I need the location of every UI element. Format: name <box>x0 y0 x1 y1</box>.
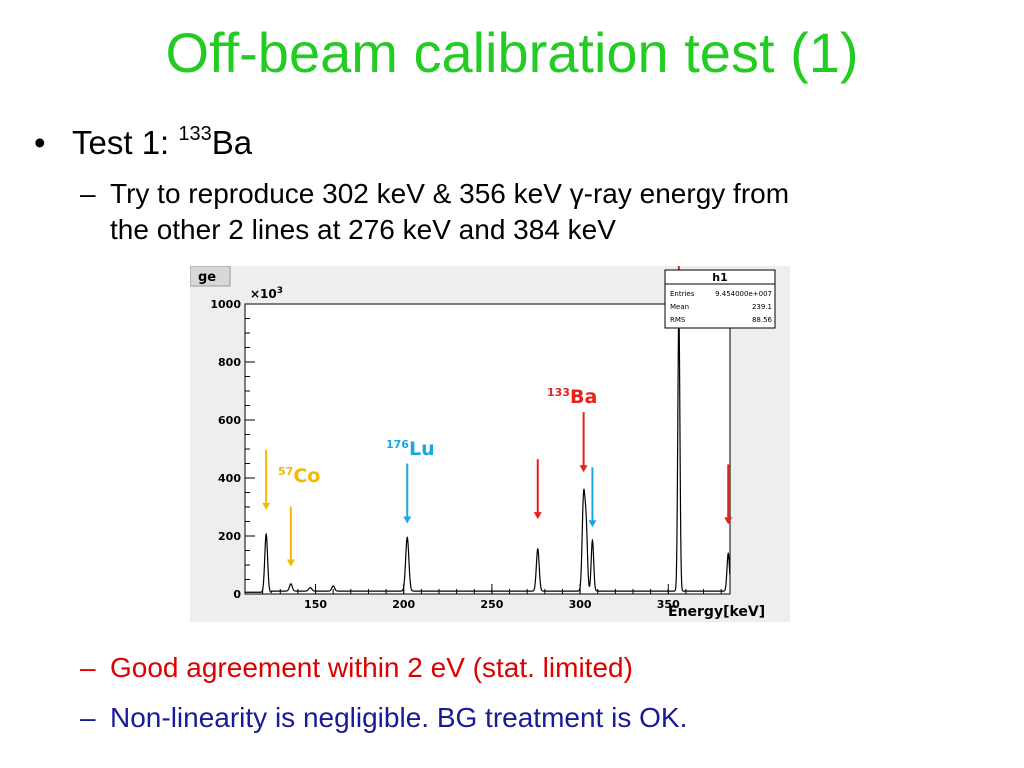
spectrum-line <box>245 312 731 593</box>
y-tick-label: 400 <box>218 472 241 485</box>
isotope-mass: 133 <box>178 123 212 145</box>
y-multiplier-text: ×10 <box>250 287 277 301</box>
lu-mass: 176 <box>386 438 409 451</box>
x-tick-label: 250 <box>480 598 503 611</box>
sub-bullet-good-agreement: – Good agreement within 2 eV (stat. limit… <box>80 650 633 686</box>
x-tick-label: 350 <box>657 598 680 611</box>
sub-line-2: the other 2 lines at 276 keV and 384 keV <box>110 214 616 246</box>
dash-marker: – <box>80 178 96 209</box>
dash-marker: – <box>80 652 96 683</box>
slide-title: Off-beam calibration test (1) <box>165 21 859 84</box>
x-tick-label: 150 <box>304 598 327 611</box>
peak-arrow <box>533 459 542 520</box>
plot-frame <box>244 303 731 595</box>
y-tick-label: 200 <box>218 530 241 543</box>
x-axis-label: Energy[keV] <box>668 604 765 620</box>
stats-val-mean: 239.1 <box>752 303 772 311</box>
ba-mass: 133 <box>547 386 570 399</box>
ba-symbol: Ba <box>570 386 597 408</box>
peak-arrow <box>724 464 733 525</box>
axis-ticks: 0 200 400 600 800 1000 150 200 250 300 350 <box>210 298 722 611</box>
bullet-label: Test 1: <box>72 124 179 161</box>
stats-box: h1 Entries 9.454000e+007 Mean 239.1 RMS … <box>664 269 776 329</box>
bullet-marker: • <box>34 124 46 161</box>
stats-key-entries: Entries <box>670 290 695 298</box>
sub-bullet-non-linearity: – Non-linearity is negligible. BG treatme… <box>80 700 687 736</box>
annotation-co57: 57Co <box>278 465 320 487</box>
good-agreement-text: Good agreement within 2 eV (stat. limite… <box>110 652 633 683</box>
non-linearity-text: Non-linearity is negligible. BG treatmen… <box>110 702 688 733</box>
co-mass: 57 <box>278 465 293 478</box>
y-tick-label: 600 <box>218 414 241 427</box>
bullet-test1: • Test 1: 133Ba <box>34 122 252 163</box>
spectrum-figure: ge 0 200 400 600 800 1000 150 200 250 300 350 ×103… <box>189 265 790 622</box>
peak-arrow <box>262 449 271 510</box>
annotation-lu176: 176Lu <box>386 438 435 460</box>
spectrum-svg: ge 0 200 400 600 800 1000 150 200 250 300 350 ×103… <box>189 265 790 622</box>
y-tick-label: 0 <box>233 588 241 601</box>
y-tick-label: 800 <box>218 356 241 369</box>
x-tick-label: 300 <box>569 598 592 611</box>
stats-val-entries: 9.454000e+007 <box>715 290 772 298</box>
stats-val-rms: 88.56 <box>752 316 773 324</box>
stats-key-rms: RMS <box>670 316 686 324</box>
sub-line-1: Try to reproduce 302 keV & 356 keV γ-ray… <box>110 178 790 209</box>
co-symbol: Co <box>293 465 320 487</box>
y-multiplier: ×103 <box>250 286 283 301</box>
peak-arrow <box>579 412 588 473</box>
y-tick-label: 1000 <box>210 298 241 311</box>
stats-title: h1 <box>712 271 728 284</box>
y-multiplier-exp: 3 <box>277 286 283 296</box>
dash-marker: – <box>80 702 96 733</box>
stats-key-mean: Mean <box>670 303 689 311</box>
x-tick-label: 200 <box>392 598 415 611</box>
peak-arrow <box>588 467 597 528</box>
peak-arrow <box>286 506 295 567</box>
canvas-name-box <box>189 265 231 287</box>
sub-bullet-reproduce: – Try to reproduce 302 keV & 356 keV γ-ra… <box>80 176 789 249</box>
annotation-ba133: 133Ba <box>547 386 597 408</box>
isotope-symbol: Ba <box>211 124 253 161</box>
lu-symbol: Lu <box>409 438 435 460</box>
canvas-name: ge <box>198 270 216 285</box>
peak-arrow <box>403 463 412 524</box>
